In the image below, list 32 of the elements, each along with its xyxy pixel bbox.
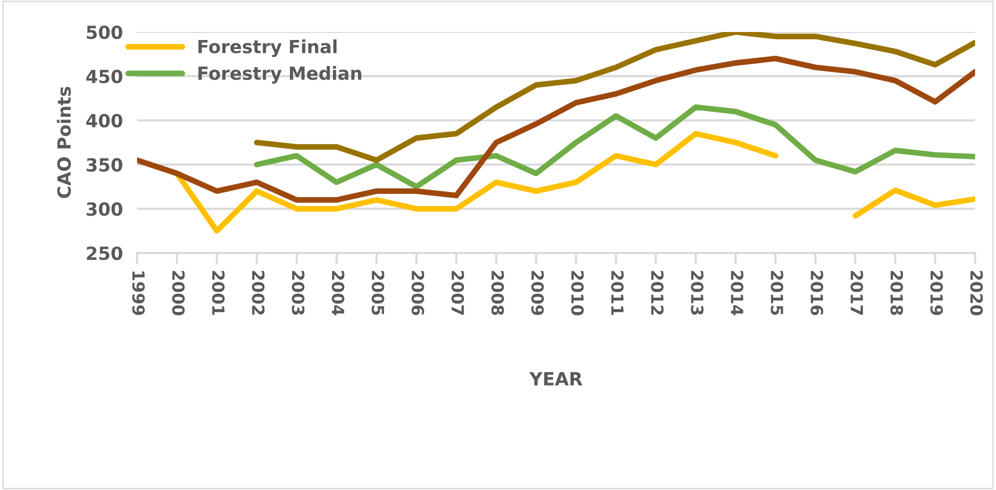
x-tick-label: 2006 [412, 270, 424, 316]
x-tick-label: 2009 [531, 270, 544, 315]
y-tick-label: 250 [86, 246, 122, 260]
x-tick-label: 2016 [810, 270, 824, 316]
x-tick-label: 2008 [491, 270, 504, 316]
x-tick-label: 2019 [930, 270, 943, 315]
x-tick-label: 2010 [571, 270, 584, 316]
x-tick-label: 2007 [451, 270, 464, 315]
y-axis-title: CAO Points [56, 86, 71, 198]
x-tick-label: 2002 [252, 270, 265, 315]
y-tick-label: 350 [86, 158, 122, 172]
x-tick-label: 2017 [850, 270, 864, 315]
x-tick-label: 2018 [890, 270, 904, 316]
legend-label: Forestry Median [198, 66, 362, 84]
x-tick-label: 2020 [970, 270, 983, 316]
y-tick-label: 400 [86, 114, 122, 128]
x-tick-label: 2000 [172, 270, 185, 316]
x-axis-title: YEAR [529, 372, 582, 386]
y-tick-label: 450 [86, 70, 122, 84]
x-tick-label: 2012 [650, 270, 664, 315]
x-tick-label: 2015 [770, 270, 784, 315]
x-tick-label: 2004 [332, 270, 344, 316]
y-tick-label: 500 [86, 25, 122, 40]
legend-label: Forestry Final [198, 39, 337, 58]
x-tick-label: 2011 [611, 270, 624, 315]
x-tick-label: 2005 [372, 270, 384, 315]
x-tick-label: 1999 [132, 272, 145, 315]
x-tick-label: 2014 [730, 270, 744, 316]
y-tick-label: 300 [86, 202, 122, 216]
x-tick-label: 2003 [292, 270, 304, 315]
x-tick-label: 2001 [212, 270, 225, 315]
x-tick-label: 2013 [690, 270, 704, 315]
